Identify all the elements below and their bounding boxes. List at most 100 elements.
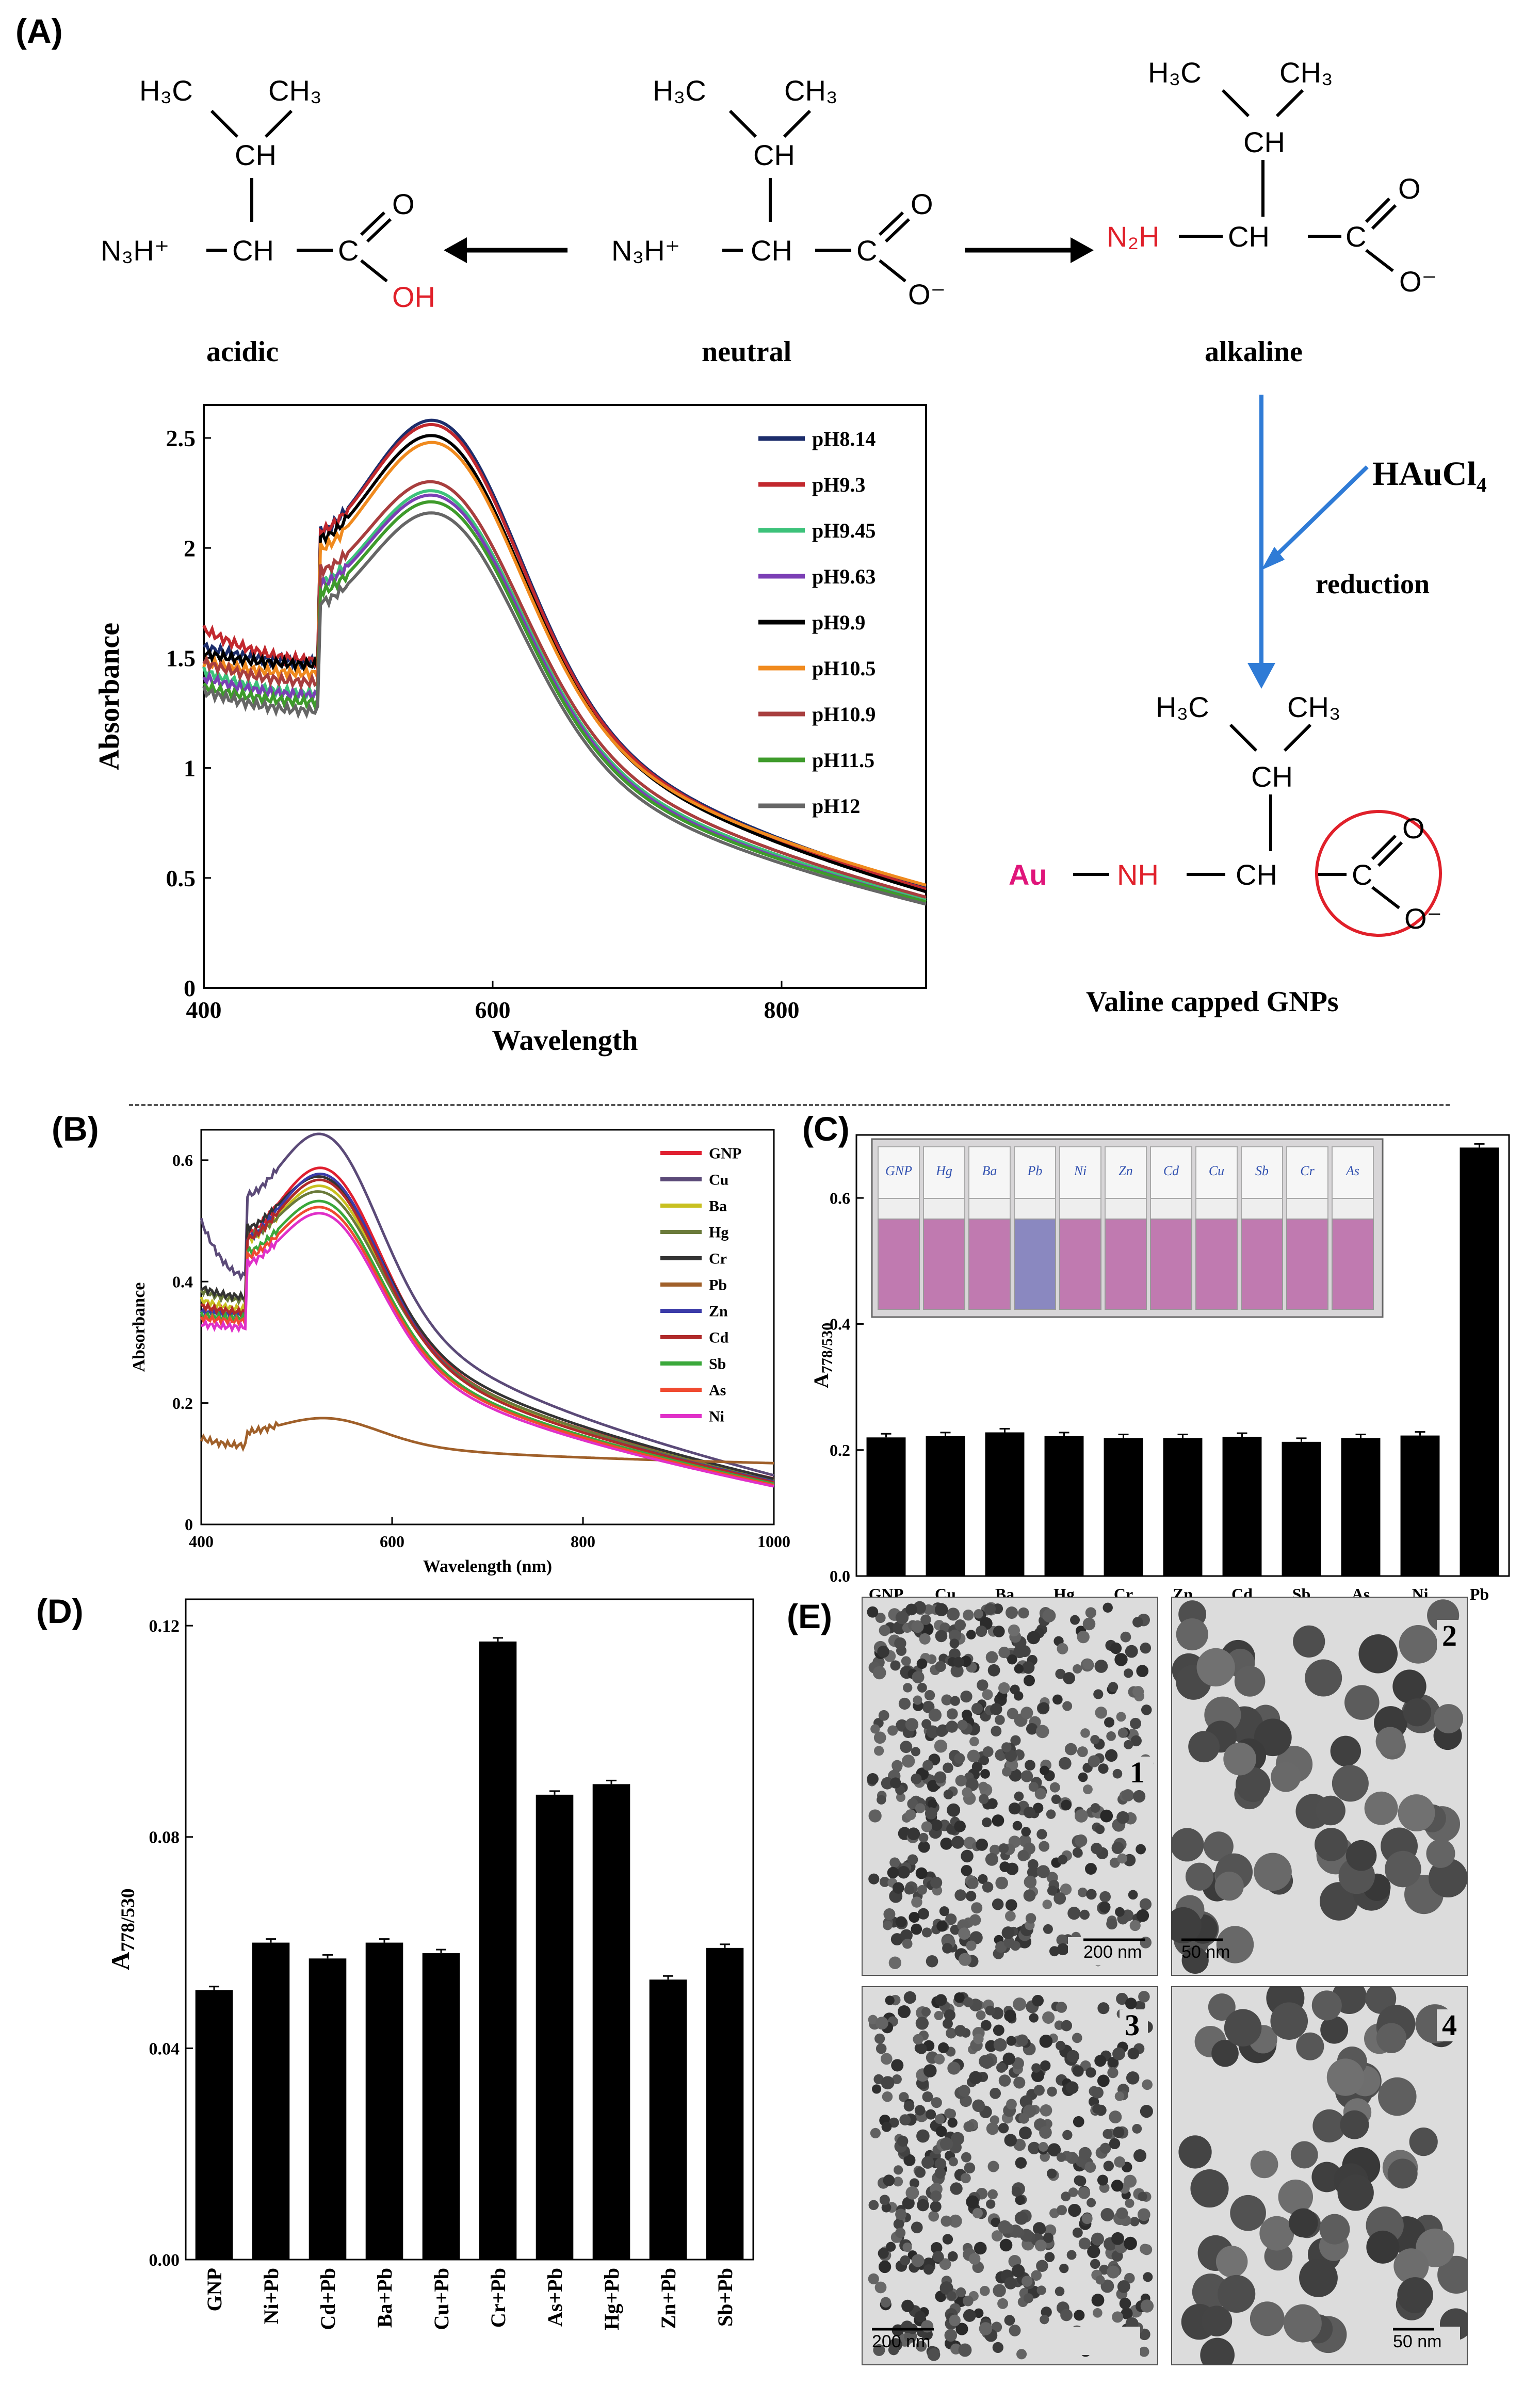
nanoparticle [1117,2280,1130,2293]
nanoparticle [928,1799,937,1809]
nanoparticle [1056,2002,1067,2013]
nanoparticle [969,2071,982,2085]
y-tick-label: 2 [184,535,196,561]
nanoparticle [950,2182,963,2195]
nanoparticle [941,2215,952,2227]
nanoparticle [1121,2308,1133,2320]
nanoparticle [917,1908,929,1920]
y-tick-label: 0.2 [830,1441,850,1459]
nanoparticle [919,1633,931,1645]
bar-Zn [1163,1438,1203,1576]
nanoparticle [930,1876,943,1889]
nanoparticle [1023,1806,1035,1818]
reaction-scheme: H₃C CH₃ CH N₃H⁺ CH C O OH acidic H₃C CH₃… [101,56,1487,1018]
tem-image-2: 50 nm 2 [1171,1597,1468,1976]
bar-Cd+Pb [309,1958,347,2260]
nanoparticle [940,1838,953,1850]
nanoparticle [1011,2186,1022,2197]
nanoparticle [951,2132,965,2146]
nanoparticle [1066,2050,1079,2063]
nanoparticle [1110,1642,1122,1654]
category-label-Cu+Pb: Cu+Pb [430,2268,453,2330]
nanoparticle [1061,2191,1071,2202]
legend-label-Cd: Cd [709,1329,729,1346]
nanoparticle [985,1651,998,1664]
nanoparticle [992,1814,1004,1827]
vial-solution [1059,1219,1101,1310]
series-line-Cr [200,1175,774,1481]
nanoparticle [1067,1907,1081,1920]
nanoparticle [1039,1841,1050,1852]
nanoparticle [928,2211,939,2222]
nanoparticle [996,2062,1007,2073]
nanoparticle [949,2214,962,2228]
nanoparticle [991,2217,1001,2228]
capped-ch-alpha: CH [1236,858,1277,891]
nanoparticle [1103,1602,1113,1613]
acidic-c: C [338,234,359,267]
category-label-Cr+Pb: Cr+Pb [487,2268,510,2328]
nanoparticle [907,1827,920,1841]
nanoparticle [1059,1757,1072,1770]
x-tick-label: 600 [380,1532,404,1551]
nanoparticle [912,1671,925,1684]
series-line-Cu [200,1132,774,1477]
nanoparticle [871,2084,882,2094]
nanoparticle [916,2129,930,2143]
nanoparticle [977,1679,988,1691]
x-tick-label: 400 [189,1532,214,1551]
nanoparticle [1137,2208,1150,2221]
nanoparticle [1040,1765,1049,1776]
nanoparticle [1029,2013,1039,2023]
nanoparticle [1038,2142,1048,2152]
chart-a: 400 600 800 0 0.5 1 1.5 2 2.5 Wavelength Absorbanc… [93,404,927,1057]
y-tick-label: 1 [184,755,196,782]
nanoparticle [1004,2315,1015,2326]
nanoparticle [1077,1630,1090,1644]
nanoparticle [1075,2175,1087,2187]
image-number-background [1437,2009,1465,2041]
nanoparticle [911,1923,922,1935]
nanoparticle [889,2117,899,2128]
nanoparticle [1014,1664,1024,1674]
nanoparticle [1036,1829,1047,1840]
nanoparticle [1138,2191,1147,2201]
nanoparticle [1032,1994,1044,2007]
tem-image-4: 50 nm 4 [1171,1986,1468,2365]
nanoparticle [971,1702,983,1715]
nanoparticle [1122,1789,1134,1801]
nanoparticle [1013,1645,1026,1659]
nanoparticle [955,1775,967,1787]
nanoparticle [1039,2126,1052,2139]
nanoparticle [998,1843,1009,1854]
nanoparticle [911,1773,922,1784]
nanoparticle [930,2190,942,2202]
nanoparticle [878,2260,891,2274]
nanoparticle [881,1777,894,1790]
nanoparticle [1025,1913,1036,1924]
nanoparticle [1130,1717,1142,1729]
vial-neck [1014,1198,1056,1220]
nanoparticle [1016,2034,1029,2047]
nanoparticle [1036,2260,1048,2272]
nanoparticle [1120,1631,1131,1643]
nanoparticle [972,2207,983,2219]
nanoparticle [1104,1717,1115,1728]
nanoparticle [1074,2310,1085,2321]
scale-bar-background [1068,1937,1140,1966]
nanoparticle [1091,2294,1105,2307]
nanoparticle [909,1911,920,1923]
nanoparticle [946,2027,957,2039]
nanoparticle [888,2344,899,2356]
nanoparticle [966,2195,979,2209]
nanoparticle [993,2024,1004,2036]
nanoparticle [986,2122,999,2135]
capped-label: Valine capped GNPs [1086,986,1339,1018]
nanoparticle [1100,2279,1114,2293]
nanoparticle [917,2199,929,2212]
bar-Zn+Pb [649,1979,687,2260]
nanoparticle [1020,1770,1033,1782]
nanoparticle [1378,2077,1417,2116]
y-tick-label: 0.6 [830,1189,850,1207]
nanoparticle [903,2154,916,2166]
